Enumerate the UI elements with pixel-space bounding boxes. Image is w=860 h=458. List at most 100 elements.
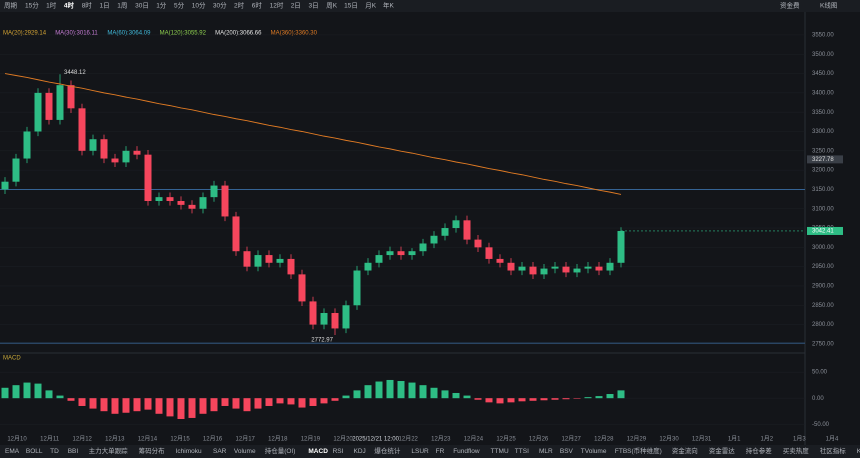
- timeframe-button[interactable]: 30分: [213, 1, 227, 10]
- macd-bar: [210, 398, 218, 412]
- candle-body: [441, 228, 449, 236]
- timeframe-button[interactable]: 5分: [174, 1, 185, 10]
- indicator-tab[interactable]: 持仓参差: [746, 446, 773, 455]
- indicator-tab[interactable]: 主力大单跟踪: [89, 446, 129, 455]
- candle-body: [584, 266, 592, 269]
- x-tick-label: 12月27: [562, 436, 582, 443]
- indicator-tab[interactable]: FTBS(币种维度): [615, 446, 662, 455]
- indicator-bar: [0, 445, 860, 458]
- indicator-tab[interactable]: 筹码分布: [139, 446, 166, 455]
- timeframe-button[interactable]: 月K: [365, 2, 377, 10]
- timeframe-button[interactable]: 15分: [25, 1, 39, 10]
- candle-body: [67, 85, 75, 109]
- macd-bar: [221, 398, 229, 406]
- x-tick-label: 12月12: [73, 436, 93, 443]
- indicator-tab[interactable]: TD: [50, 448, 59, 455]
- timeframe-button[interactable]: 2时: [234, 1, 245, 10]
- indicator-tab[interactable]: 买卖热度: [783, 446, 810, 455]
- indicator-tab[interactable]: SAR: [213, 448, 227, 455]
- candle-body: [430, 235, 438, 244]
- timeframe-button[interactable]: 年K: [383, 1, 395, 10]
- candle-body: [254, 255, 262, 267]
- candle-body: [573, 268, 581, 273]
- macd-bar: [45, 390, 53, 399]
- candle-body: [353, 270, 361, 306]
- timeframe-button[interactable]: 1周: [117, 2, 127, 10]
- candle-body: [232, 216, 240, 252]
- candle-body: [320, 312, 328, 325]
- macd-bar: [474, 398, 482, 400]
- indicator-tab[interactable]: EMA: [5, 448, 20, 455]
- macd-bar: [34, 383, 42, 399]
- indicator-tab[interactable]: Fundflow: [453, 448, 480, 455]
- macd-bar: [518, 398, 526, 402]
- timeframe-button[interactable]: 8时: [82, 1, 93, 10]
- candle-body: [518, 266, 526, 271]
- indicator-tab[interactable]: TTMU: [491, 448, 509, 455]
- macd-bar: [122, 398, 130, 413]
- indicator-tab[interactable]: 持仓量(OI): [265, 446, 296, 455]
- x-tick-label: 1月2: [760, 436, 773, 443]
- candle-body: [199, 197, 207, 209]
- timeframe-button[interactable]: 周期: [4, 2, 18, 10]
- indicator-tab[interactable]: BOLL: [26, 448, 43, 455]
- timeframe-button[interactable]: 30日: [135, 2, 149, 10]
- timeframe-button[interactable]: 2日: [291, 2, 301, 10]
- indicator-tab[interactable]: RSI: [333, 448, 344, 455]
- macd-bar: [287, 398, 295, 405]
- macd-bar: [452, 392, 460, 399]
- indicator-tab[interactable]: Volume: [234, 448, 256, 455]
- indicator-tab[interactable]: TVolume: [581, 448, 607, 455]
- macd-bar: [595, 396, 603, 399]
- indicator-tab[interactable]: BBI: [68, 448, 79, 455]
- indicator-tab[interactable]: MLR: [539, 448, 553, 455]
- x-tick-label: 12月14: [138, 436, 158, 443]
- indicator-tab[interactable]: K线: [857, 446, 860, 455]
- macd-bar: [496, 398, 504, 404]
- indicator-tab[interactable]: 社区指标: [820, 446, 847, 455]
- indicator-tab[interactable]: TTSI: [515, 448, 529, 455]
- x-tick-label: 12月10: [7, 436, 27, 443]
- x-tick-label: 1月4: [826, 436, 839, 443]
- candle-body: [386, 251, 394, 256]
- macd-bar: [617, 390, 625, 399]
- indicator-tab[interactable]: Ichimoku: [176, 448, 202, 455]
- candle-body: [309, 301, 317, 325]
- y-tick-label: 3300.00: [812, 129, 834, 135]
- indicator-tab[interactable]: KDJ: [354, 448, 366, 455]
- timeframe-button[interactable]: 周K: [326, 2, 338, 10]
- timeframe-button[interactable]: 12时: [270, 1, 284, 10]
- macd-bar: [386, 379, 394, 399]
- candle-body: [496, 258, 504, 263]
- indicator-tab[interactable]: FR: [436, 448, 445, 455]
- timeframe-button[interactable]: 1日: [100, 2, 110, 10]
- x-tick-label: 12月17: [236, 436, 256, 443]
- indicator-tab[interactable]: 爆仓统计: [374, 446, 401, 455]
- toolbar-right-button[interactable]: 资金费: [780, 1, 800, 10]
- indicator-tab[interactable]: BSV: [560, 448, 574, 455]
- timeframe-button[interactable]: 4时: [64, 1, 75, 10]
- candle-body: [364, 262, 372, 271]
- indicator-tab[interactable]: MACD: [308, 448, 328, 455]
- timeframe-button[interactable]: 6时: [252, 1, 263, 10]
- candle-body: [166, 197, 174, 202]
- candle-body: [45, 92, 53, 120]
- indicator-tab[interactable]: 资金流向: [672, 446, 698, 455]
- candle-body: [474, 239, 482, 248]
- x-tick-label: 1月3: [793, 436, 806, 443]
- macd-bar: [155, 398, 163, 414]
- macd-bar: [133, 398, 141, 412]
- macd-tick-label: -50.00: [812, 422, 830, 428]
- macd-bar: [408, 382, 416, 399]
- macd-bar: [56, 395, 64, 399]
- timeframe-button[interactable]: 1分: [156, 1, 167, 10]
- timeframe-button[interactable]: 10分: [192, 1, 206, 10]
- timeframe-button[interactable]: 1时: [46, 1, 57, 10]
- timeframe-button[interactable]: 15日: [344, 2, 358, 10]
- toolbar-right-button[interactable]: K线图: [820, 1, 837, 10]
- indicator-tab[interactable]: LSUR: [411, 448, 429, 455]
- y-tick-label: 2950.00: [812, 264, 834, 270]
- timeframe-button[interactable]: 3日: [309, 2, 319, 10]
- indicator-tab[interactable]: 资金雷达: [709, 446, 736, 455]
